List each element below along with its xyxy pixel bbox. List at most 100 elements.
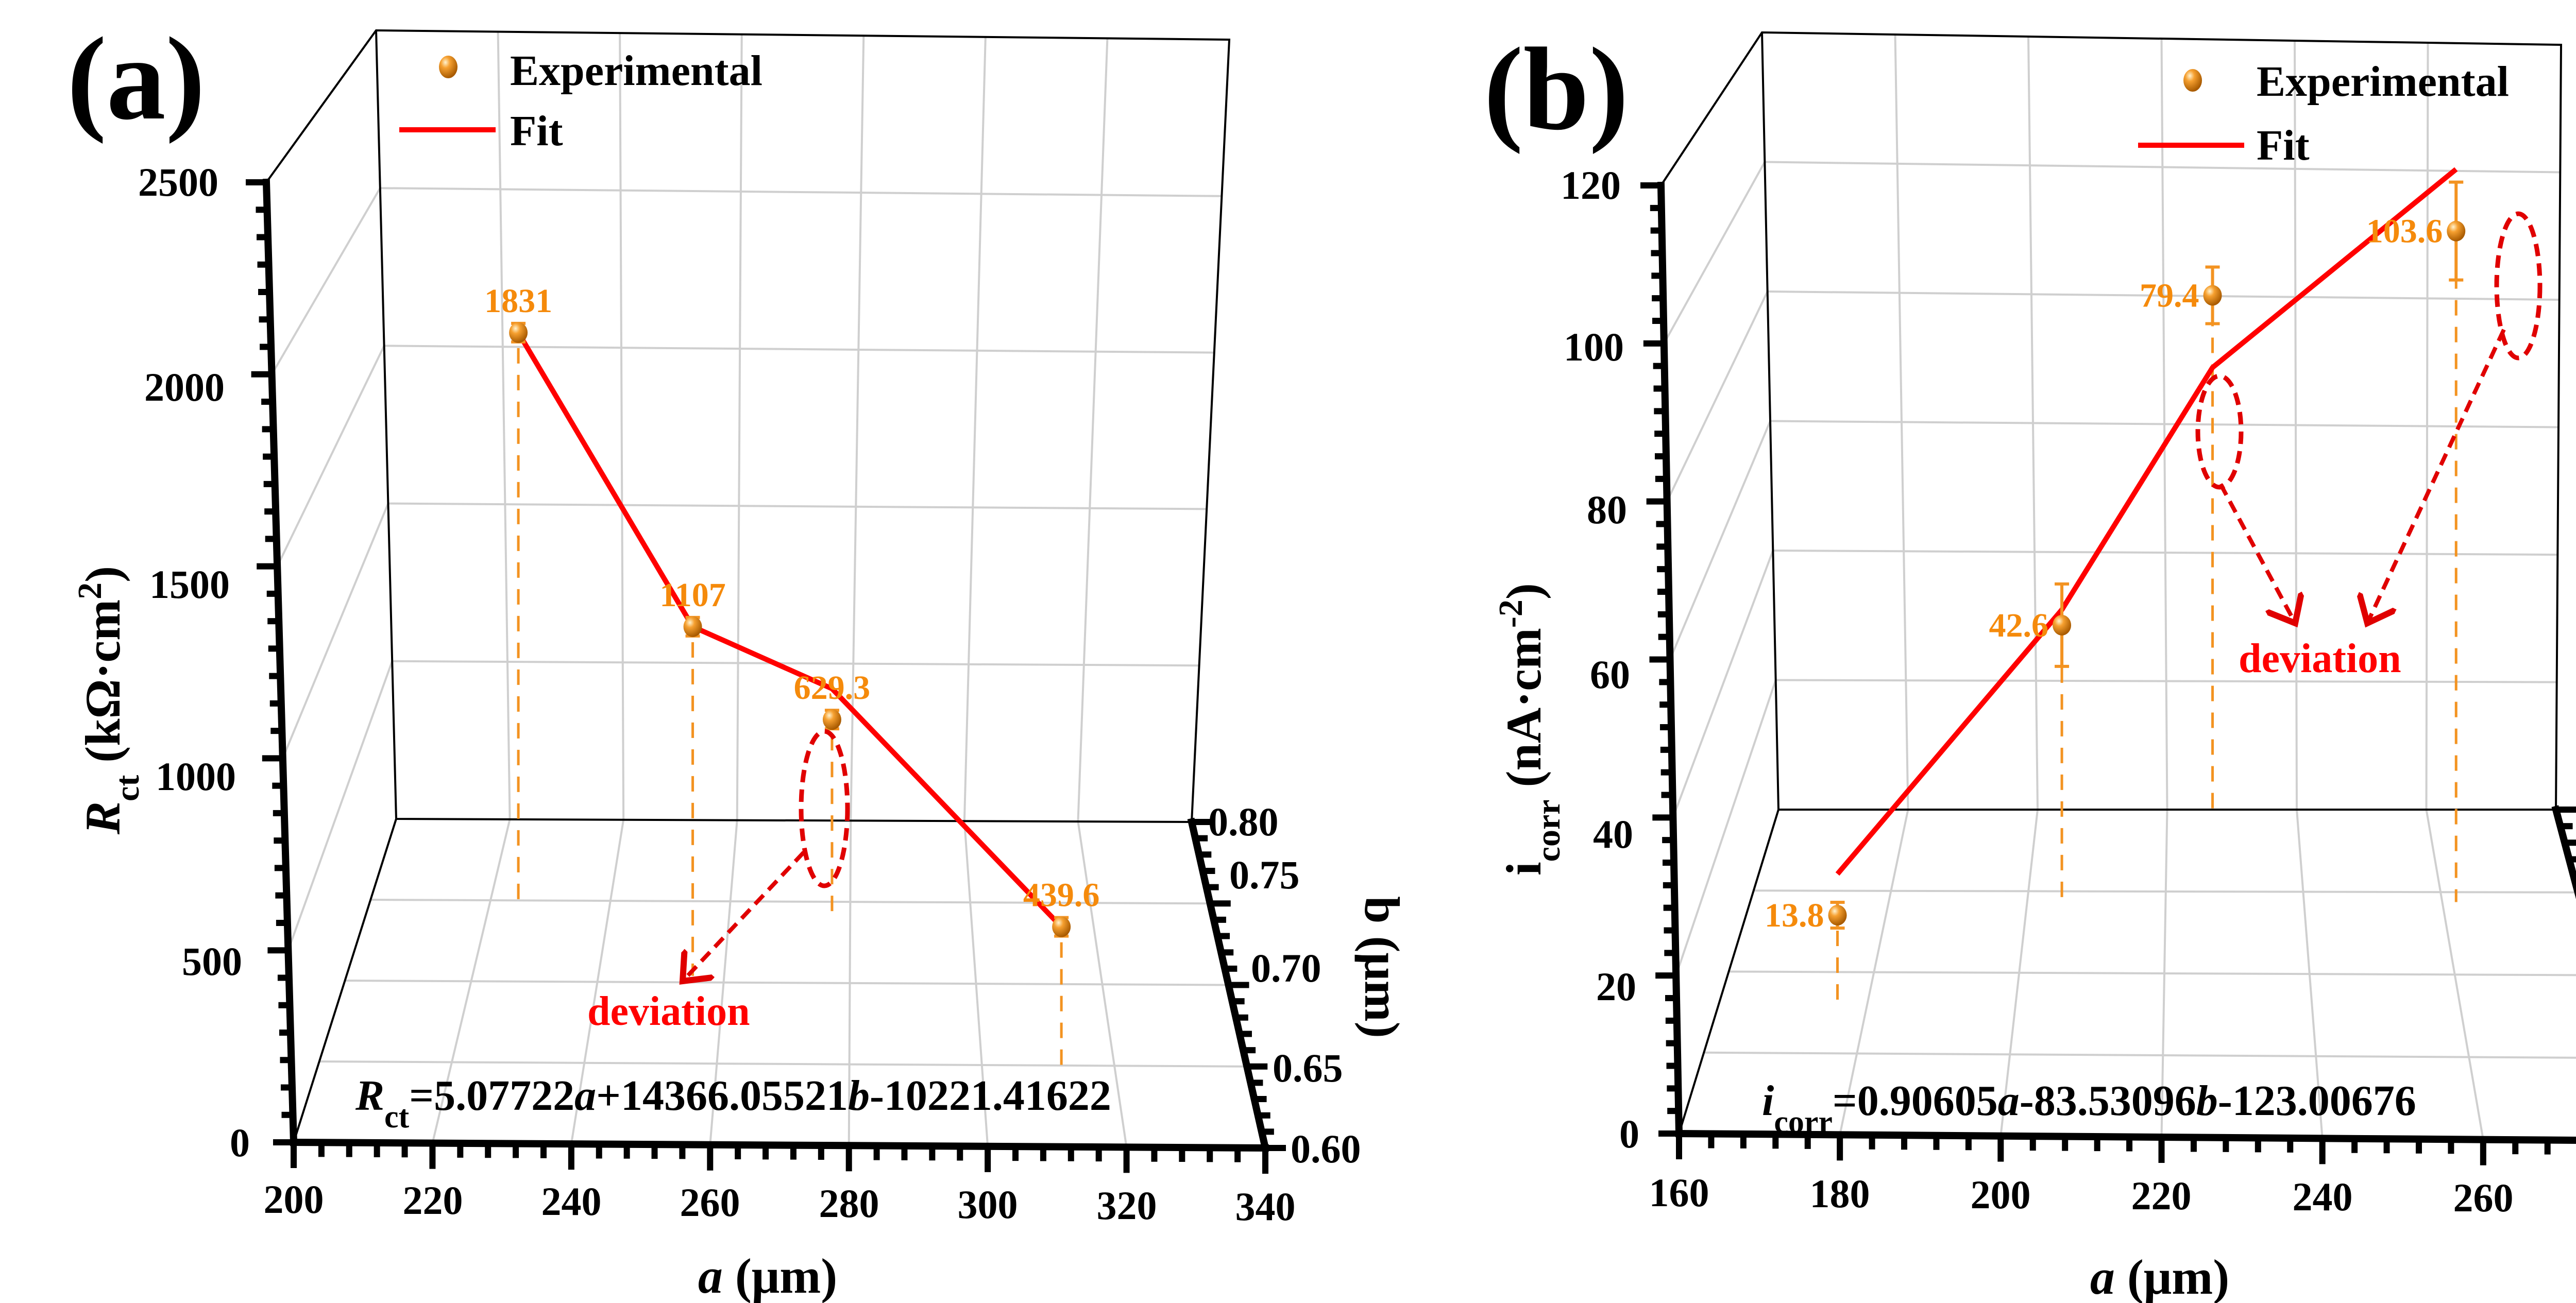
eq-var-2: b xyxy=(2196,1077,2218,1125)
y-tick-label: 1000 xyxy=(156,754,236,799)
y-tick-label: 2000 xyxy=(144,365,225,409)
grid-line xyxy=(1669,420,1771,660)
grid-line xyxy=(2294,40,2298,810)
fit-line xyxy=(516,331,1063,929)
panel-a-label: (a) xyxy=(67,13,205,144)
panel-b-deviation-ellipse-2 xyxy=(2494,211,2543,361)
x-label-var: a xyxy=(698,1248,723,1303)
y-tick-label: 0 xyxy=(1619,1111,1639,1156)
x-tick-label: 280 xyxy=(819,1181,879,1226)
panel-a-legend: Experimental Fit xyxy=(399,47,762,155)
panel-b-b-axis xyxy=(2551,805,2576,899)
x-tick-label: 240 xyxy=(541,1179,602,1224)
panel-b-deviation-label: deviation xyxy=(2239,636,2401,681)
data-point xyxy=(509,322,528,343)
grid-line xyxy=(619,33,625,820)
grid-line xyxy=(392,660,1199,667)
panel-b-data: 13.8 42.6 79.4 103.6 xyxy=(1765,167,2466,1005)
y-tick-label: 80 xyxy=(1587,487,1627,532)
b-tick-label: 0.60 xyxy=(1291,1126,1361,1171)
b-tick-label: 0.75 xyxy=(1229,852,1300,897)
b-tick-label: 0.70 xyxy=(1251,946,1321,990)
data-label: 629.3 xyxy=(794,669,871,707)
x-tick-label: 180 xyxy=(1810,1171,1870,1216)
y-label-unit: (nA·cm xyxy=(1496,628,1551,799)
x-tick-label: 160 xyxy=(1649,1170,1709,1215)
x-tick-label: 260 xyxy=(680,1180,740,1225)
grid-line xyxy=(1663,161,1766,344)
legend-experimental-label: Experimental xyxy=(2257,58,2509,106)
panel-a-fit-equation: Rct=5.07722a+14366.05521b-10221.41622 xyxy=(355,1072,1111,1135)
eq-var-1: a xyxy=(1998,1077,2020,1125)
x-tick-label: 340 xyxy=(1235,1184,1296,1229)
grid-line xyxy=(2160,38,2168,810)
panel-b-y-axis-label: icorr (nA·cm-2) xyxy=(1492,583,1567,876)
y-tick-label: 500 xyxy=(182,939,242,984)
data-label: 79.4 xyxy=(2140,277,2199,315)
x-tick-label: 200 xyxy=(264,1177,324,1222)
panel-b-deviation-arrow-1 xyxy=(2218,483,2295,623)
eq-coef-1: =5.07722 xyxy=(409,1072,574,1120)
panel-b: 0 20 40 60 80 100 120 160 180 200 220 24… xyxy=(1484,23,2576,1303)
x-tick-label: 260 xyxy=(2453,1175,2514,1220)
x-label-unit: (μm) xyxy=(723,1248,837,1303)
data-point xyxy=(2053,614,2072,636)
grid-line xyxy=(736,34,743,820)
y-label-sub: ct xyxy=(109,775,146,801)
grid-line xyxy=(270,187,381,375)
y-label-close: ) xyxy=(75,566,130,582)
eq-lhs: i xyxy=(1762,1077,1774,1125)
eq-var-2: b xyxy=(848,1072,870,1120)
panel-a-b-axis-label: b (μm) xyxy=(1354,896,1410,1038)
eq-lhs: R xyxy=(355,1072,384,1120)
grid-line xyxy=(1077,38,1109,822)
grid-line xyxy=(276,345,385,567)
data-point xyxy=(1052,916,1071,937)
panel-b-y-tick-labels: 0 20 40 60 80 100 120 xyxy=(1561,163,1639,1156)
grid-line xyxy=(850,36,865,821)
data-label: 1831 xyxy=(484,282,552,320)
eq-lhs-sub: corr xyxy=(1774,1105,1833,1140)
y-tick-label: 40 xyxy=(1593,812,1633,856)
panel-a-deviation-label: deviation xyxy=(587,989,750,1034)
y-label-sup: -2 xyxy=(1492,599,1530,628)
data-label: 42.6 xyxy=(1989,607,2049,644)
panel-b-legend: Experimental Fit xyxy=(2138,58,2509,169)
panel-a-x-tick-labels: 200 220 240 260 280 300 320 340 xyxy=(264,1177,1296,1229)
fit-line xyxy=(1835,167,2458,876)
panel-a-grid xyxy=(270,31,1247,1147)
legend-experimental-marker-icon xyxy=(2183,69,2202,92)
grid-line xyxy=(345,980,1229,986)
panel-b-floor-left xyxy=(1678,809,1780,1134)
y-tick-label: 20 xyxy=(1596,964,1636,1009)
grid-line xyxy=(1704,1051,2576,1059)
y-label-sup: 2 xyxy=(71,582,109,599)
grid-line xyxy=(1894,34,1909,810)
eq-coef-3: -123.00676 xyxy=(2218,1077,2416,1125)
x-tick-label: 220 xyxy=(2131,1173,2192,1218)
panel-b-deviation-arrow-2 xyxy=(2367,329,2506,623)
panel-b-grid xyxy=(1663,34,2576,1140)
grid-line xyxy=(287,661,394,951)
grid-line xyxy=(1675,679,1777,976)
grid-line xyxy=(388,502,1207,510)
b-tick-label: 0.65 xyxy=(1273,1045,1343,1090)
panel-a-deviation-ellipse xyxy=(799,729,850,888)
y-label-var: i xyxy=(1496,862,1551,876)
x-label-var: a xyxy=(2090,1249,2115,1303)
y-label-close: ) xyxy=(1496,583,1551,599)
panel-a-floor-left xyxy=(293,818,397,1143)
panel-a-b-tick-labels: 0.60 0.65 0.70 0.75 0.80 xyxy=(1208,799,1361,1171)
y-tick-label: 120 xyxy=(1561,163,1621,208)
data-label: 103.6 xyxy=(2366,213,2443,250)
y-tick-label: 100 xyxy=(1564,324,1624,369)
data-label: 1107 xyxy=(659,576,725,614)
panel-b-fit-equation: icorr=0.90605a-83.53096b-123.00676 xyxy=(1762,1077,2416,1140)
b-tick-label: 0.80 xyxy=(1208,799,1279,844)
grid-line xyxy=(370,899,1210,905)
panel-b-deviation-ellipse-1 xyxy=(2195,373,2244,490)
panel-a-y-axis-label: Rct (kΩ·cm2) xyxy=(71,566,146,835)
eq-coef-1: =0.90605 xyxy=(1833,1077,1998,1125)
eq-var-1: a xyxy=(574,1072,596,1120)
data-point xyxy=(683,616,702,637)
